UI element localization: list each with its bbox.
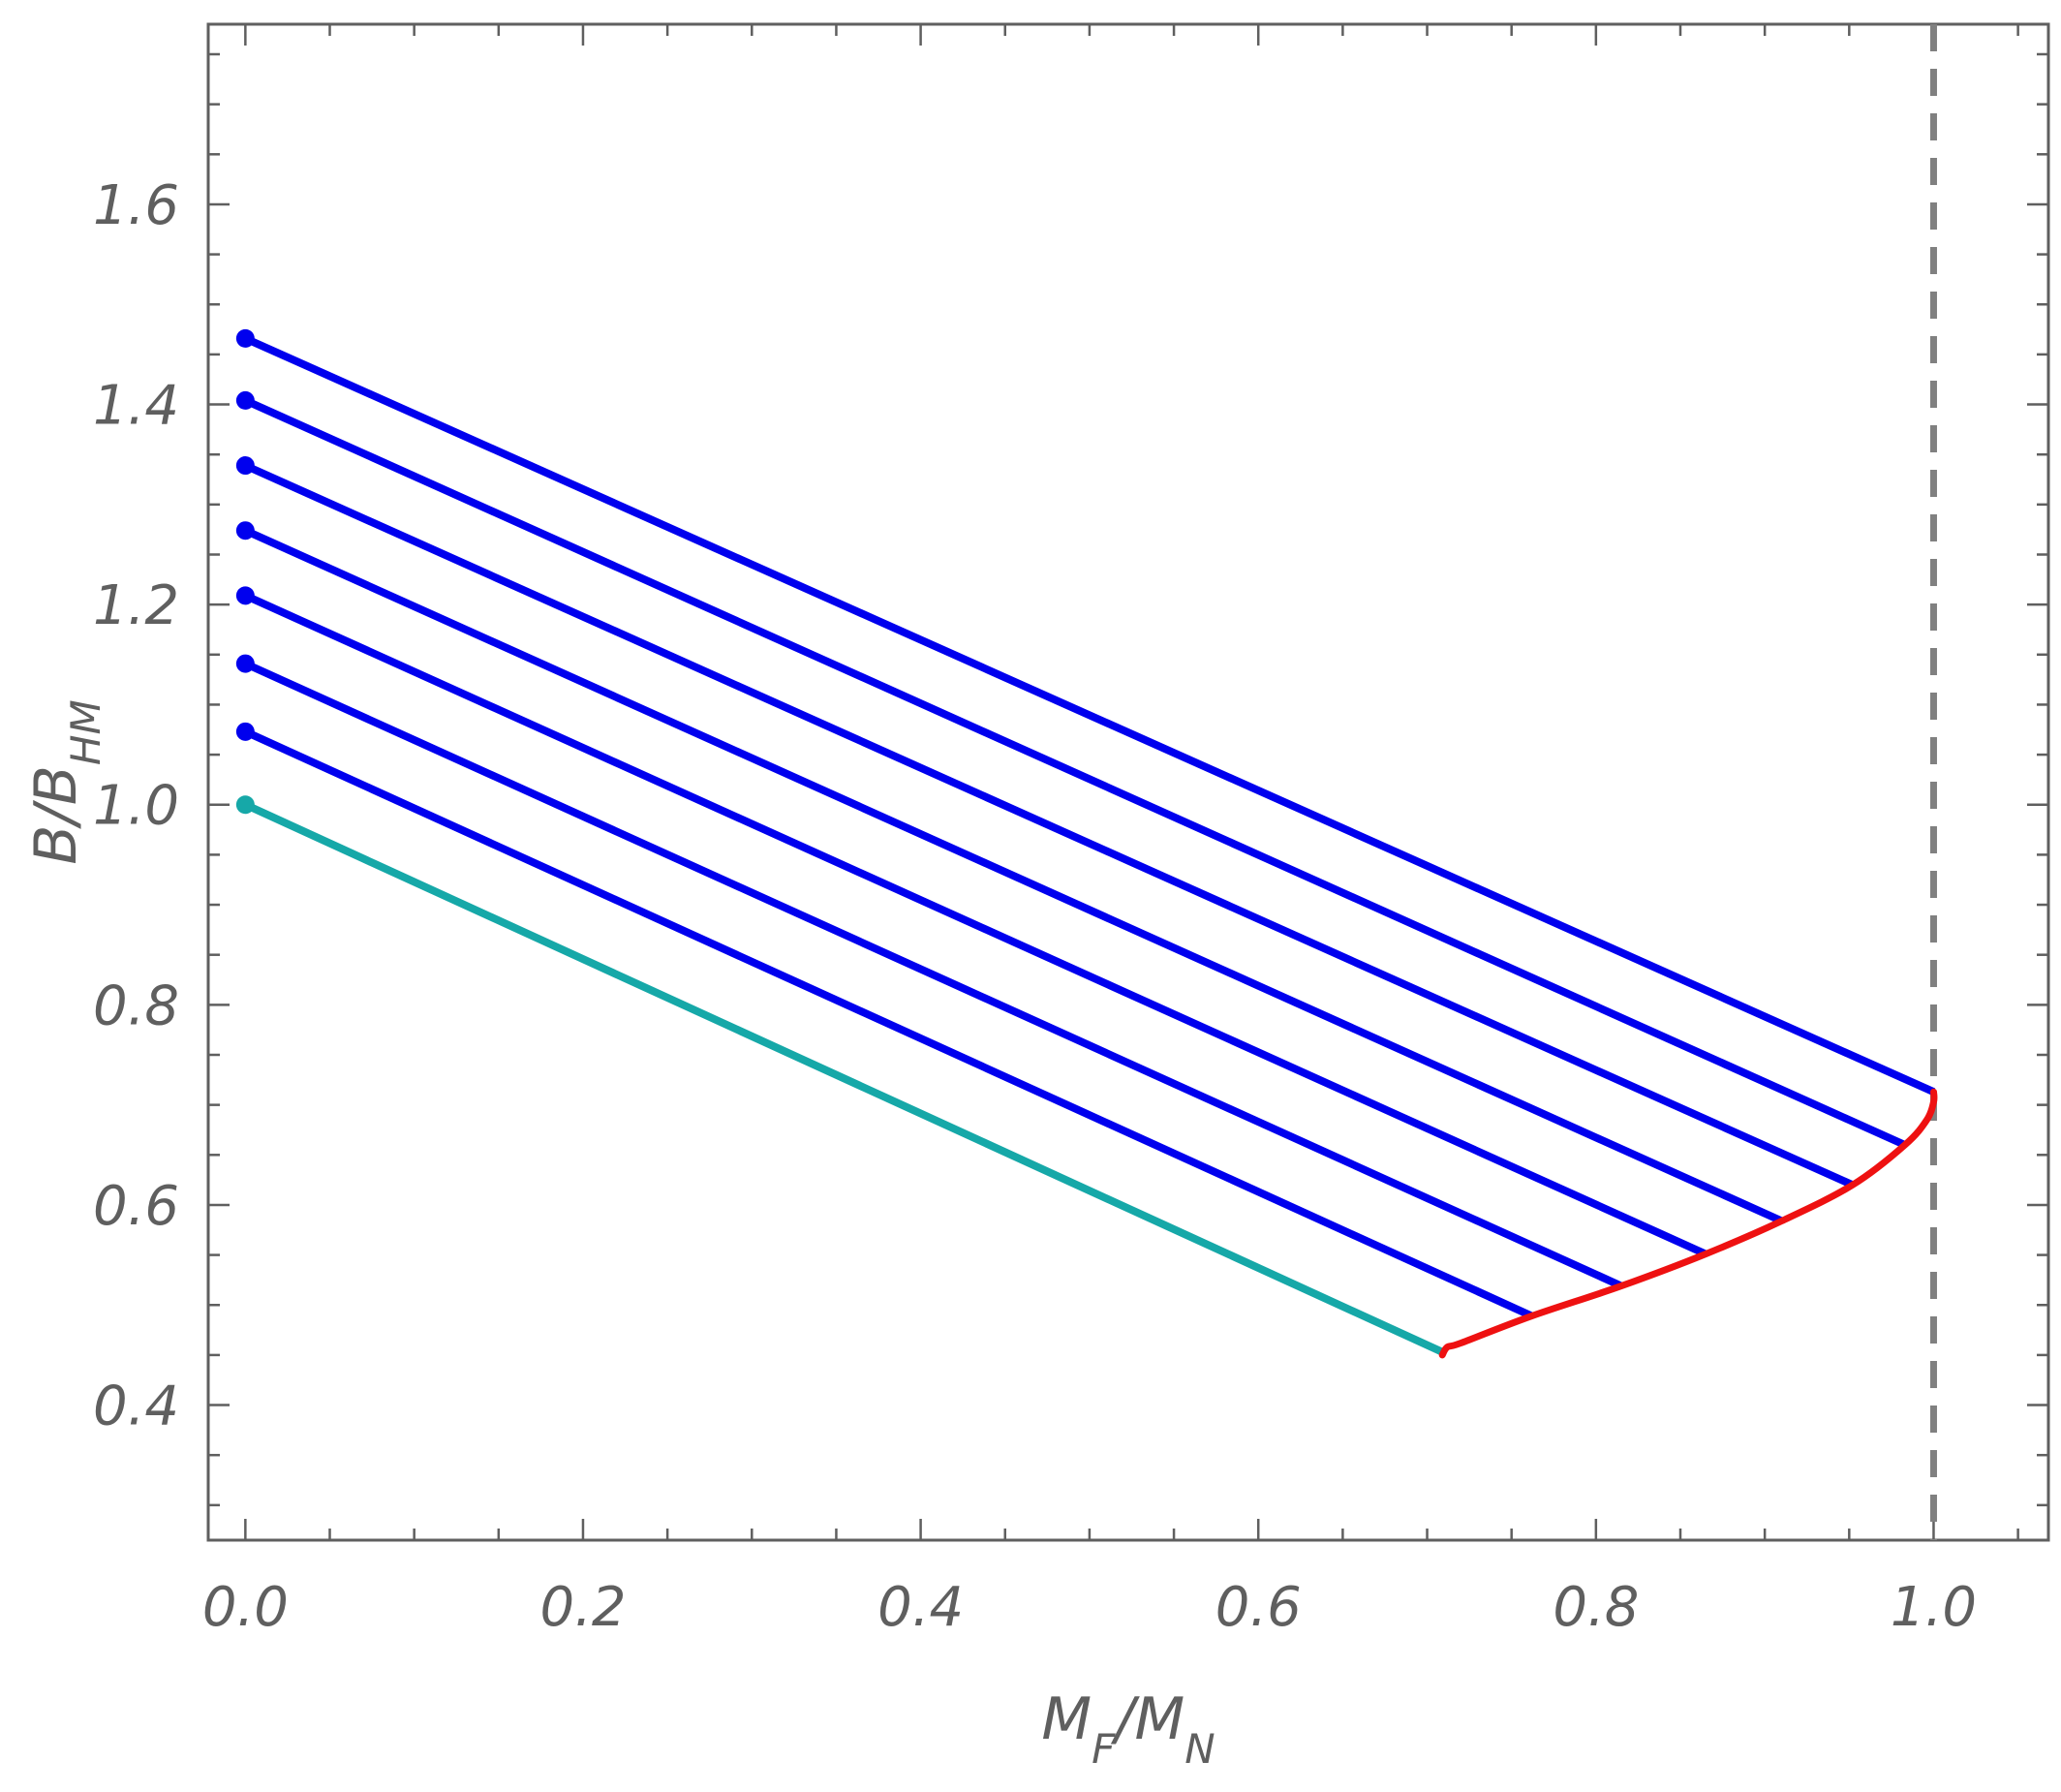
series-start-marker-3 [235,586,255,605]
series-line-1 [243,727,1534,1320]
boundary-curve-group [1438,1088,1938,1359]
x-tick-label: 1.0 [1891,1576,1977,1639]
y-tick-label: 0.4 [93,1375,179,1438]
axis-tick-labels: 0.0 0.2 0.4 0.6 0.8 1.0 0.4 0.6 0.8 1.0 1.2 1.4 1.6 [93,174,1977,1639]
x-label-sub2: N [1184,1725,1215,1773]
y-axis-label: B/BHM [22,699,109,864]
y-tick-label: 1.0 [93,775,179,838]
series-line-3 [243,592,1707,1258]
series-group [243,334,1936,1356]
x-tick-label: 0.4 [877,1576,964,1639]
series-start-marker-2 [235,654,255,673]
x-axis-label: MF/MN [1041,1685,1215,1773]
series-start-marker-7 [235,328,255,348]
series-line-0 [243,801,1444,1356]
y-label-main2: B [22,765,90,805]
y-tick-label: 0.8 [93,974,179,1037]
y-label-main: B [22,825,90,865]
y-tick-label: 1.4 [93,375,179,438]
series-line-7 [243,334,1936,1096]
boundary-curve [1438,1088,1938,1359]
y-label-sub2: HM [62,699,109,765]
y-tick-label: 1.6 [93,174,179,237]
y-tick-label: 0.6 [93,1175,179,1238]
x-label-main: M [1041,1685,1092,1753]
plot-frame [206,22,2050,1542]
series-line-2 [243,660,1623,1290]
x-tick-label: 0.0 [202,1576,289,1639]
series-line-6 [243,396,1907,1149]
x-tick-label: 0.8 [1553,1576,1639,1639]
series-start-marker-5 [235,456,255,476]
x-tick-label: 0.2 [539,1576,626,1639]
x-label-main2: M [1134,1685,1184,1753]
series-start-marker-4 [235,521,255,541]
series-line-5 [243,461,1855,1189]
y-tick-label: 1.2 [93,574,179,637]
series-start-marker-1 [235,722,255,741]
series-line-4 [243,527,1784,1225]
series-start-marker-6 [235,390,255,410]
axis-ticks [208,24,2048,1540]
x-label-sub: F [1092,1725,1116,1773]
start-markers-group [235,328,255,815]
x-tick-label: 0.6 [1215,1576,1302,1639]
series-start-marker-0 [235,795,255,815]
